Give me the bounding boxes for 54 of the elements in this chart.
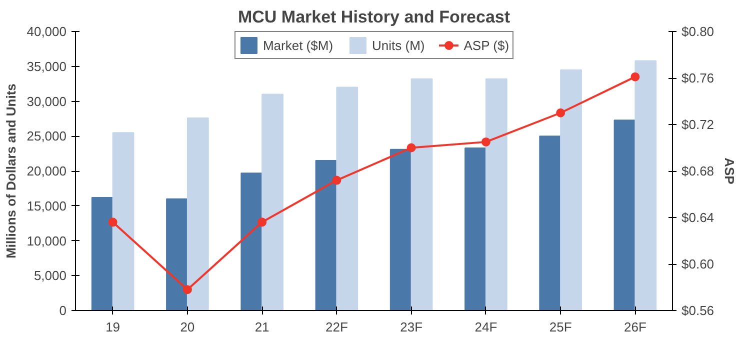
bar bbox=[539, 136, 562, 310]
y-tick-label: 30,000 bbox=[26, 94, 67, 109]
point bbox=[406, 143, 416, 152]
bar bbox=[262, 94, 284, 310]
x-tick-label: 22F bbox=[325, 320, 348, 334]
y-tick-label: 5,000 bbox=[34, 268, 67, 284]
y2-tick-label: $0.80 bbox=[682, 24, 714, 39]
bar bbox=[410, 78, 433, 310]
x-tick-label: 19 bbox=[106, 320, 120, 334]
x-tick-label: 25F bbox=[549, 320, 572, 334]
bar bbox=[390, 148, 412, 310]
y-tick-label: 20,000 bbox=[26, 164, 67, 178]
bar bbox=[240, 172, 263, 310]
y-tick-label: 15,000 bbox=[26, 198, 67, 214]
y2-tick-label: $0.56 bbox=[682, 303, 714, 318]
y-tick-label: 25,000 bbox=[26, 128, 67, 144]
bar bbox=[91, 197, 114, 310]
x-tick-label: 20 bbox=[180, 320, 195, 334]
bar bbox=[634, 60, 657, 310]
y-tick-label: 35,000 bbox=[26, 58, 67, 74]
x-tick-label: 21 bbox=[254, 320, 270, 334]
point bbox=[630, 72, 640, 82]
x-tick-label: 23F bbox=[400, 320, 423, 334]
point bbox=[332, 176, 342, 185]
bar bbox=[336, 86, 358, 310]
legend-label: Market ($M) bbox=[262, 38, 334, 52]
y2-tick-label: $0.60 bbox=[682, 256, 714, 272]
y-axis-title: Millions of Dollars and Units bbox=[4, 84, 19, 258]
chart-title: MCU Market History and Forecast bbox=[238, 8, 510, 26]
bar bbox=[315, 160, 338, 310]
bar bbox=[560, 69, 582, 310]
y-tick-label: 10,000 bbox=[26, 233, 67, 248]
point bbox=[481, 137, 490, 146]
point bbox=[556, 108, 566, 118]
bar bbox=[485, 78, 508, 310]
bar bbox=[186, 117, 209, 310]
legend-label: ASP ($) bbox=[464, 38, 510, 52]
y-tick-label: 0 bbox=[59, 303, 67, 318]
bar bbox=[166, 198, 188, 310]
bar bbox=[614, 120, 636, 310]
point bbox=[108, 218, 118, 227]
y2-tick-label: $0.72 bbox=[682, 117, 714, 132]
point bbox=[182, 285, 192, 294]
y2-tick-label: $0.64 bbox=[682, 210, 714, 225]
bar bbox=[464, 147, 486, 310]
x-tick-label: 26F bbox=[624, 320, 646, 334]
x-tick-label: 24F bbox=[474, 320, 498, 334]
bar bbox=[112, 132, 134, 310]
y2-tick-label: $0.68 bbox=[682, 164, 714, 178]
y2-axis-title: ASP bbox=[722, 158, 738, 185]
y2-tick-label: $0.76 bbox=[682, 70, 714, 86]
legend-label: Units (M) bbox=[372, 38, 425, 52]
y-tick-label: 40,000 bbox=[26, 24, 67, 39]
point bbox=[258, 218, 267, 227]
